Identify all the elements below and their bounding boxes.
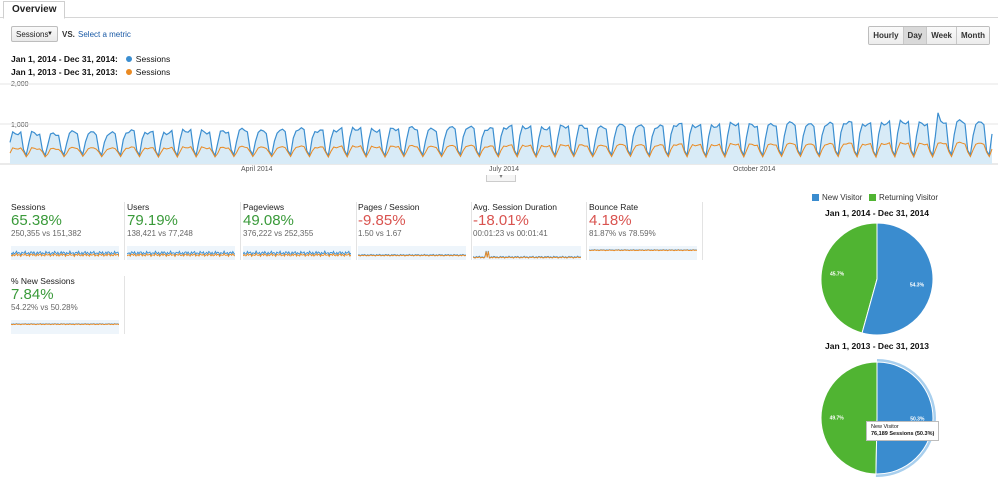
- sparkline-previous: [589, 249, 697, 252]
- x-tick-april: April 2014: [241, 166, 273, 173]
- y-tick-1000: 1,000: [11, 122, 29, 129]
- chart-resize-handle[interactable]: ▾: [486, 174, 516, 182]
- granularity-day-button[interactable]: Day: [902, 27, 927, 44]
- sparkline-previous: [473, 251, 581, 259]
- pie-slice-new-visitor: [875, 361, 934, 475]
- legend-returning-visitor[interactable]: Returning Visitor: [878, 193, 938, 202]
- granularity-week-button[interactable]: Week: [926, 27, 956, 44]
- scorecard-label: Avg. Session Duration: [473, 202, 557, 212]
- scorecard-pages-per-session[interactable]: Pages / Session -9.85% 1.50 vs 1.67: [358, 202, 472, 260]
- legend-current-range: Jan 1, 2014 - Dec 31, 2014: Sessions: [11, 54, 170, 64]
- scorecard-label: % New Sessions: [11, 276, 75, 286]
- scorecard-change: -9.85%: [358, 212, 406, 229]
- pie-label-returning-visitor: 45.7%: [830, 272, 845, 278]
- metric-select-value: Sessions: [16, 30, 49, 39]
- vs-label: VS.: [62, 30, 75, 39]
- sparkline-bg: [11, 320, 119, 334]
- granularity-hourly-button[interactable]: Hourly: [869, 27, 903, 44]
- scorecard-compare: 250,355 vs 151,382: [11, 229, 82, 238]
- legend-previous-series: Sessions: [135, 67, 171, 77]
- scorecard-change: 4.18%: [589, 212, 632, 229]
- scorecard-compare: 138,421 vs 77,248: [127, 229, 193, 238]
- legend-previous-range: Jan 1, 2013 - Dec 31, 2013: Sessions: [11, 67, 170, 77]
- scorecard-users[interactable]: Users 79.19% 138,421 vs 77,248: [127, 202, 241, 260]
- x-tick-july: July 2014: [489, 166, 519, 173]
- scorecard-label: Pageviews: [243, 202, 285, 212]
- sparkline: [11, 246, 119, 260]
- tab-overview[interactable]: Overview: [3, 1, 66, 19]
- sparkline-current: [11, 250, 119, 256]
- sparkline-bg: [358, 246, 466, 260]
- sparkline: [473, 246, 581, 260]
- pie-slice-new-visitor: [861, 222, 934, 336]
- granularity-month-button[interactable]: Month: [956, 27, 989, 44]
- scorecard-label: Users: [127, 202, 150, 212]
- scorecard-label: Sessions: [11, 202, 46, 212]
- scorecard-avg-session-duration[interactable]: Avg. Session Duration -18.01% 00:01:23 v…: [473, 202, 587, 260]
- pie-slice-returning-visitor: [820, 361, 878, 475]
- pie-chart-2014[interactable]: 54.3% 45.7%: [817, 221, 937, 341]
- legend-previous-range-label: Jan 1, 2013 - Dec 31, 2013:: [11, 67, 118, 77]
- series-line-2014: [9, 112, 993, 158]
- scorecard-bounce-rate[interactable]: Bounce Rate 4.18% 81.87% vs 78.59%: [589, 202, 703, 260]
- sparkline-previous: [127, 252, 235, 258]
- scorecard-change: -18.01%: [473, 212, 529, 229]
- sparkline: [243, 246, 351, 260]
- sparkline-current: [243, 250, 351, 256]
- pie-title-2014: Jan 1, 2014 - Dec 31, 2014: [825, 208, 929, 218]
- sessions-line-chart[interactable]: [0, 80, 998, 180]
- scorecard-compare: 00:01:23 vs 00:01:41: [473, 229, 548, 238]
- scorecard-label: Bounce Rate: [589, 202, 639, 212]
- pie-chart-2013[interactable]: 50.3% 49.7%: [817, 356, 941, 480]
- metric-select[interactable]: Sessions ▼: [11, 26, 58, 42]
- scorecard-change: 49.08%: [243, 212, 294, 229]
- scorecard-label: Pages / Session: [358, 202, 420, 212]
- scorecard-compare: 81.87% vs 78.59%: [589, 229, 656, 238]
- sparkline-bg: [589, 246, 697, 260]
- sparkline: [358, 246, 466, 260]
- scorecard-compare: 1.50 vs 1.67: [358, 229, 402, 238]
- scorecard-new-sessions[interactable]: % New Sessions 7.84% 54.22% vs 50.28%: [11, 276, 125, 334]
- legend-new-visitor[interactable]: New Visitor: [822, 193, 863, 202]
- scorecard-change: 65.38%: [11, 212, 62, 229]
- pie-tooltip: New Visitor 76,189 Sessions (50.3%): [866, 421, 940, 441]
- chevron-down-icon: ▼: [47, 31, 53, 37]
- series-line-2013: [9, 141, 993, 159]
- select-metric-link[interactable]: Select a metric: [78, 30, 131, 39]
- legend-dot-previous: [125, 69, 132, 75]
- scorecard-compare: 54.22% vs 50.28%: [11, 303, 78, 312]
- pie-label-new-visitor: 54.3%: [910, 282, 925, 288]
- sparkline: [589, 246, 697, 260]
- scorecard-sessions[interactable]: Sessions 65.38% 250,355 vs 151,382: [11, 202, 125, 260]
- sparkline-bg: [127, 246, 235, 260]
- scorecard-compare: 376,222 vs 252,355: [243, 229, 314, 238]
- legend-dot-current: [125, 56, 132, 62]
- pie-title-2013: Jan 1, 2013 - Dec 31, 2013: [825, 341, 929, 351]
- pie-label-returning-visitor: 49.7%: [830, 416, 845, 422]
- scorecard-change: 79.19%: [127, 212, 178, 229]
- sparkline-previous: [11, 323, 119, 326]
- pie-legend: New Visitor Returning Visitor: [812, 193, 938, 202]
- pie-label-new-visitor: 50.3%: [910, 416, 925, 422]
- sparkline-previous: [358, 254, 466, 257]
- legend-swatch-new: [812, 194, 819, 201]
- tooltip-title: New Visitor: [871, 424, 899, 430]
- pie-slice-returning-visitor: [820, 222, 878, 334]
- legend-swatch-returning: [868, 194, 876, 201]
- tab-bar: Overview: [0, 0, 998, 19]
- sparkline-current: [127, 250, 235, 256]
- legend-current-range-label: Jan 1, 2014 - Dec 31, 2014:: [11, 54, 118, 64]
- scorecard-pageviews[interactable]: Pageviews 49.08% 376,222 vs 252,355: [243, 202, 357, 260]
- sparkline-previous: [243, 252, 351, 258]
- sparkline: [127, 246, 235, 260]
- scorecard-change: 7.84%: [11, 286, 54, 303]
- sparkline: [11, 320, 119, 334]
- granularity-toggle: Hourly Day Week Month: [868, 26, 990, 45]
- legend-current-series: Sessions: [135, 54, 171, 64]
- tooltip-value: 76,189 Sessions (50.3%): [871, 431, 935, 437]
- sparkline-previous: [11, 252, 119, 258]
- x-tick-october: October 2014: [733, 166, 776, 173]
